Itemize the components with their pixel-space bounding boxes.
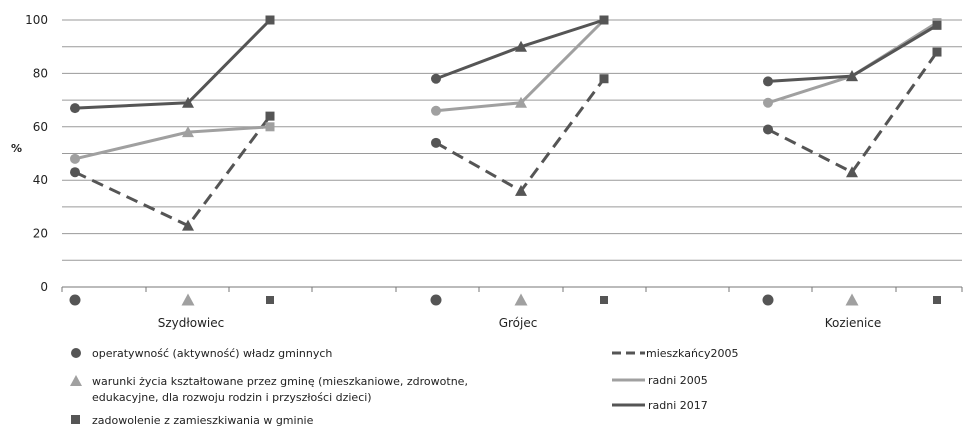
point-s2-g1-p2 [599, 15, 609, 25]
y-axis-ticks: 0 20 40 60 80 100 [25, 13, 48, 294]
point-s0-g0-p1 [182, 219, 194, 231]
point-s1-g1-p1 [515, 96, 527, 108]
point-s2-g0-p1 [182, 96, 194, 108]
category-labels: Szydłowiec Grójec Kozienice [158, 316, 882, 330]
category-label-0: Szydłowiec [158, 316, 225, 330]
y-tick-label-100: 100 [25, 13, 48, 27]
legend-triangle-icon [70, 375, 82, 386]
y-axis-label: % [11, 142, 22, 155]
point-s0-g1-p2 [599, 74, 609, 84]
point-s1-g2-p0 [763, 97, 773, 108]
point-s0-g2-p0 [763, 124, 773, 135]
series-lines [74, 18, 939, 228]
point-s0-g0-p2 [265, 111, 275, 121]
category-marker-g2-p2 [933, 296, 941, 304]
category-label-1: Grójec [499, 316, 538, 330]
point-s1-g1-p0 [431, 105, 441, 116]
point-s0-g1-p0 [431, 137, 441, 148]
point-s2-g1-p0 [431, 73, 441, 84]
legend-label-mieszkancy-2005: mieszkańcy2005 [646, 347, 739, 360]
point-s0-g2-p2 [932, 47, 942, 57]
legend-label-radni-2005: radni 2005 [648, 374, 708, 387]
y-tick-label-60: 60 [33, 120, 48, 134]
point-s2-g2-p0 [763, 76, 773, 87]
legend-item-square: zadowolenie z zamieszkiwania w gminie [92, 414, 314, 427]
category-marker-g0-p2 [266, 296, 274, 304]
category-marker-g2-p1 [845, 293, 859, 306]
legend-item-circle: operatywność (aktywność) władz gminnych [92, 347, 332, 360]
series-line-0-group-0 [74, 115, 272, 228]
point-s0-g0-p0 [70, 167, 80, 178]
point-s1-g0-p2 [265, 122, 275, 132]
point-s1-g0-p0 [70, 153, 80, 164]
point-s2-g2-p1 [846, 70, 858, 82]
category-marker-g0-p0 [69, 294, 81, 306]
category-marker-g0-p1 [181, 293, 195, 306]
grid-lines [61, 19, 963, 292]
y-tick-label-80: 80 [33, 66, 48, 80]
point-s2-g0-p2 [265, 15, 275, 25]
point-s2-g1-p1 [515, 40, 527, 52]
point-s2-g2-p2 [932, 20, 942, 30]
series-line-1-group-2 [767, 21, 938, 105]
category-marker-g1-p2 [600, 296, 608, 304]
legend-item-triangle-line1: warunki życia kształtowane przez gminę (… [92, 375, 468, 388]
y-tick-label-20: 20 [33, 227, 48, 241]
point-s0-g2-p1 [846, 166, 858, 178]
point-s0-g1-p1 [515, 184, 527, 196]
category-marker-g2-p0 [762, 294, 774, 306]
series-line-2-group-0 [74, 18, 272, 110]
category-marker-g1-p1 [514, 293, 528, 306]
series-markers [70, 15, 942, 231]
legend-circle-icon [71, 348, 81, 358]
legend-square-icon [71, 415, 80, 424]
series-line-0-group-1 [435, 77, 606, 193]
category-markers [69, 293, 941, 306]
category-marker-g1-p0 [430, 294, 442, 306]
y-tick-label-0: 0 [40, 280, 48, 294]
series-line-0-group-2 [767, 51, 939, 174]
point-s1-g0-p1 [182, 126, 194, 138]
legend-item-triangle-line2: edukacyjne, dla rozwoju rodzin i przyszł… [92, 391, 372, 404]
category-label-2: Kozienice [825, 316, 882, 330]
series-line-1-group-1 [435, 18, 606, 113]
y-tick-label-40: 40 [33, 173, 48, 187]
legend: operatywność (aktywność) władz gminnych … [70, 347, 739, 427]
legend-label-radni-2017: radni 2017 [648, 399, 708, 412]
point-s2-g0-p0 [70, 103, 80, 114]
